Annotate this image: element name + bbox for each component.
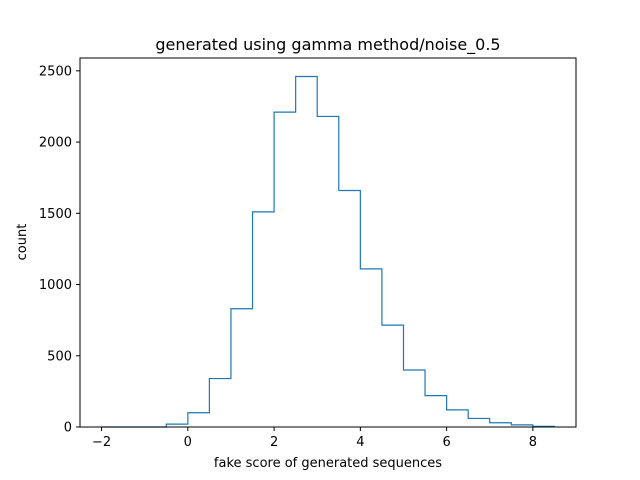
y-tick-label: 1500 (39, 207, 72, 222)
x-axis-label: fake score of generated sequences (214, 456, 442, 471)
histogram-step-outline (101, 75, 556, 428)
x-tick-label: 2 (270, 435, 278, 450)
y-tick-label: 500 (47, 349, 72, 364)
y-axis-ticks: 0 500 1000 1500 2000 2500 (39, 64, 80, 436)
x-tick-label: 4 (356, 435, 364, 450)
chart-title: generated using gamma method/noise_0.5 (155, 35, 500, 55)
x-axis-ticks: −2 0 2 4 6 8 (92, 427, 537, 450)
y-tick-label: 1000 (39, 278, 72, 293)
y-tick-label: 2000 (39, 136, 72, 151)
plot-area (101, 75, 556, 428)
x-tick-label: 8 (529, 435, 537, 450)
x-tick-label: 6 (442, 435, 450, 450)
x-tick-label: 0 (184, 435, 192, 450)
y-axis-label: count (15, 224, 30, 261)
x-tick-label: −2 (92, 435, 111, 450)
plot-frame (79, 57, 577, 428)
y-tick-label: 2500 (39, 64, 72, 79)
y-tick-label: 0 (64, 421, 72, 436)
